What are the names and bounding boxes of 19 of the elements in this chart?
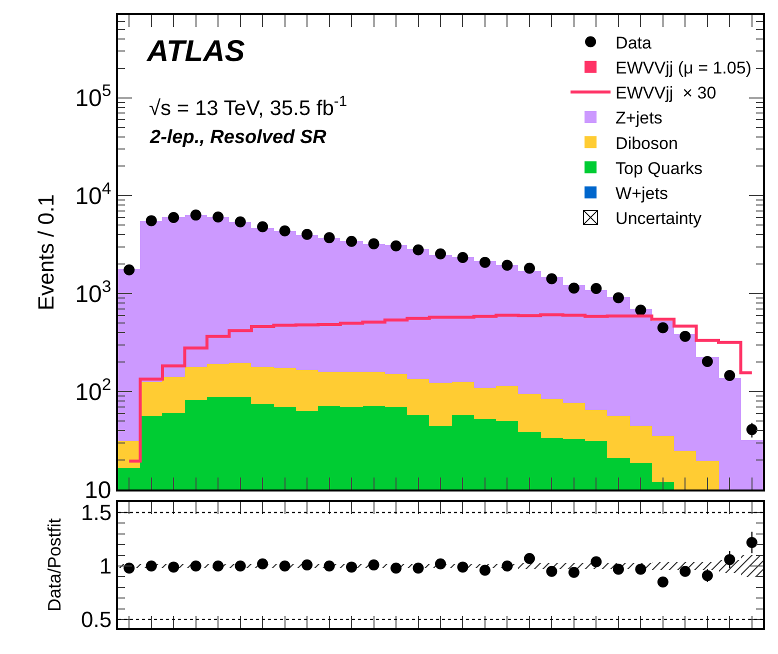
legend-label: Diboson [616, 134, 678, 153]
y-tick-label: 1 [99, 554, 112, 579]
annotation: 2-lep., Resolved SR [149, 127, 327, 148]
y-tick-label: 10$^{5}$ [75, 81, 112, 112]
legend-label: Top Quarks [616, 158, 702, 178]
legend-label: Data [616, 33, 652, 52]
text: ATLAS [146, 35, 245, 68]
legend-label: Z+jets [616, 108, 662, 128]
y-tick-label: 10$^{3}$ [75, 277, 112, 308]
legend-label: EWVVjj × 30 [616, 84, 716, 103]
y-axis-title: Events / 0.1 [33, 194, 58, 310]
legend-label: W+jets [616, 184, 668, 203]
y-axis-title: Data/Postfit [44, 518, 65, 612]
text: √s = 13 TeV, 35.5 fb$^{-1}$ [149, 94, 347, 120]
y-tick-label: 10$^{4}$ [75, 179, 112, 210]
y-tick-label: 0.5 [81, 607, 112, 632]
legend-label: EWVVjj (μ = 1.05) [616, 58, 752, 78]
text: Uncertainty [616, 209, 702, 228]
y-tick-label: 10$^{2}$ [75, 374, 112, 406]
